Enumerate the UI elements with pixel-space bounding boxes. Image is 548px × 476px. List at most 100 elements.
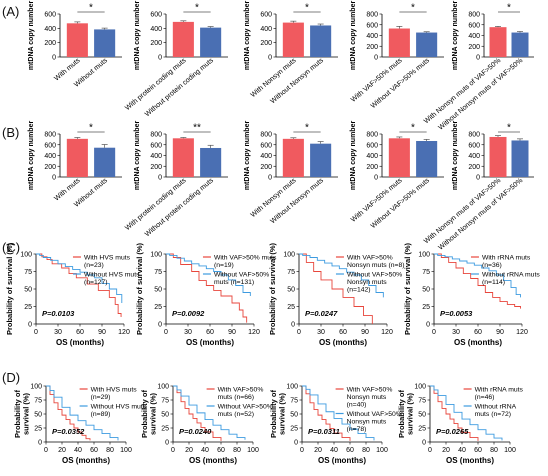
- y-axis-label: mtDNA copy number: [452, 121, 459, 191]
- x-tick-label: 40: [330, 447, 338, 454]
- y-tick-label: 200: [366, 164, 378, 171]
- legend-label: Without VAF>50% Nonsyn muts (n=78): [347, 411, 402, 433]
- legend-label: With VAF>50% muts (n=19): [214, 255, 277, 270]
- survival-curve: [166, 253, 248, 323]
- bar: [388, 138, 410, 177]
- x-tick-label: 0: [428, 447, 432, 454]
- legend-label: Without rRNA muts (n=114): [482, 272, 540, 287]
- x-tick-label: 60: [76, 329, 84, 336]
- legend-label: Without VAF>50% muts (n=52): [218, 404, 273, 419]
- survival-curve: [173, 385, 246, 440]
- y-tick-label: 100: [157, 384, 169, 391]
- km-panel-C4: 0 25 50 75 100 0 30 60 90 120 OS (months) Probabili…: [403, 242, 540, 347]
- x-tick-label: 30: [317, 329, 325, 336]
- y-tick-label: 600: [150, 12, 162, 19]
- y-tick-label: 50: [34, 412, 42, 419]
- y-tick-label: 25: [422, 304, 430, 311]
- x-tick-label: 100: [120, 447, 132, 454]
- x-tick-label: 20: [58, 447, 66, 454]
- significance-mark: *: [305, 123, 309, 134]
- y-tick-label: 200: [468, 164, 480, 171]
- km-panel-D3: 0 25 50 75 100 0 20 40 60 80 100 OS (months) Probabi…: [269, 384, 402, 466]
- significance-mark: *: [305, 3, 309, 14]
- y-tick-label: 0: [268, 175, 272, 182]
- p-value: P=0.0053: [440, 309, 473, 318]
- y-axis-label: Probability ofsurvival (%): [13, 390, 31, 438]
- significance-mark: *: [507, 123, 511, 134]
- km-panel-D4: 0 25 50 75 100 0 20 40 60 80 100 OS (months) Probabi…: [397, 384, 524, 466]
- bar: [172, 138, 194, 177]
- y-tick-label: 0: [165, 440, 169, 447]
- significance-mark: *: [507, 3, 511, 14]
- category-label: With Nonsyn muts: [250, 57, 298, 99]
- x-tick-label: 60: [346, 447, 354, 454]
- y-tick-label: 0: [374, 55, 378, 62]
- x-tick-label: 20: [442, 447, 450, 454]
- y-tick-label: 200: [468, 44, 480, 51]
- y-tick-label: 400: [468, 153, 480, 160]
- y-tick-label: 200: [260, 40, 272, 47]
- y-tick-label: 50: [290, 412, 298, 419]
- x-tick-label: 0: [300, 447, 304, 454]
- y-tick-label: 25: [161, 426, 169, 433]
- y-tick-label: 200: [366, 44, 378, 51]
- bar: [200, 27, 222, 57]
- x-tick-label: 80: [233, 447, 241, 454]
- x-tick-label: 100: [504, 447, 516, 454]
- x-tick-label: 60: [90, 447, 98, 454]
- legend-label: Without VAF>50% muts (n=131): [214, 272, 269, 287]
- y-tick-label: 75: [154, 269, 162, 276]
- y-tick-label: 0: [158, 55, 162, 62]
- x-tick-label: 120: [248, 329, 260, 336]
- category-label: Without Nonsyn muts: [269, 57, 325, 105]
- y-tick-label: 600: [150, 142, 162, 149]
- y-tick-label: 25: [154, 304, 162, 311]
- y-tick-label: 600: [260, 12, 272, 19]
- y-tick-label: 200: [150, 164, 162, 171]
- y-axis-label: Probability of survival (%): [403, 242, 412, 335]
- km-panel-D1: 0 25 50 75 100 0 20 40 60 80 100 OS (months) Probabi…: [13, 384, 147, 466]
- survival-curve: [430, 385, 503, 441]
- y-tick-label: 50: [161, 412, 169, 419]
- y-tick-label: 0: [374, 175, 378, 182]
- bar: [489, 27, 507, 57]
- y-tick-label: 25: [34, 426, 42, 433]
- y-tick-label: 400: [150, 26, 162, 33]
- x-axis-label: OS (months): [446, 456, 494, 465]
- y-tick-label: 800: [260, 132, 272, 139]
- bar: [94, 147, 116, 177]
- x-tick-label: 0: [432, 329, 436, 336]
- km-panel-D2: 0 25 50 75 100 0 20 40 60 80 100 OS (months) Probabi…: [140, 384, 273, 466]
- bar: [310, 25, 332, 57]
- row-label-c: (C): [2, 240, 21, 255]
- y-axis-label: mtDNA copy number: [452, 1, 459, 71]
- y-tick-label: 0: [38, 440, 42, 447]
- legend-label: With VAF>50% Nonsyn muts (n=8): [347, 255, 405, 270]
- legend-label: Without rRNA muts (n=72): [475, 404, 517, 419]
- x-tick-label: 40: [201, 447, 209, 454]
- legend-label: With rRNA muts (n=46): [475, 387, 524, 402]
- bar: [66, 138, 88, 177]
- survival-curve: [434, 253, 521, 309]
- y-tick-label: 0: [158, 322, 162, 329]
- y-tick-label: 75: [161, 398, 169, 405]
- km-panel-C1: 0 25 50 75 100 0 30 60 90 120 OS (months) Probabili…: [5, 242, 140, 347]
- y-axis-label: Probability ofsurvival (%): [140, 390, 158, 438]
- x-tick-label: 30: [184, 329, 192, 336]
- survival-curve: [46, 385, 119, 441]
- y-tick-label: 25: [418, 426, 426, 433]
- y-tick-label: 0: [291, 322, 295, 329]
- significance-mark: *: [89, 123, 93, 134]
- p-value: P=0.0247: [305, 309, 338, 318]
- survival-curve: [302, 385, 351, 441]
- bar: [200, 147, 222, 177]
- bar: [310, 143, 332, 177]
- y-tick-label: 75: [34, 398, 42, 405]
- y-tick-label: 25: [287, 304, 295, 311]
- x-tick-label: 90: [361, 329, 369, 336]
